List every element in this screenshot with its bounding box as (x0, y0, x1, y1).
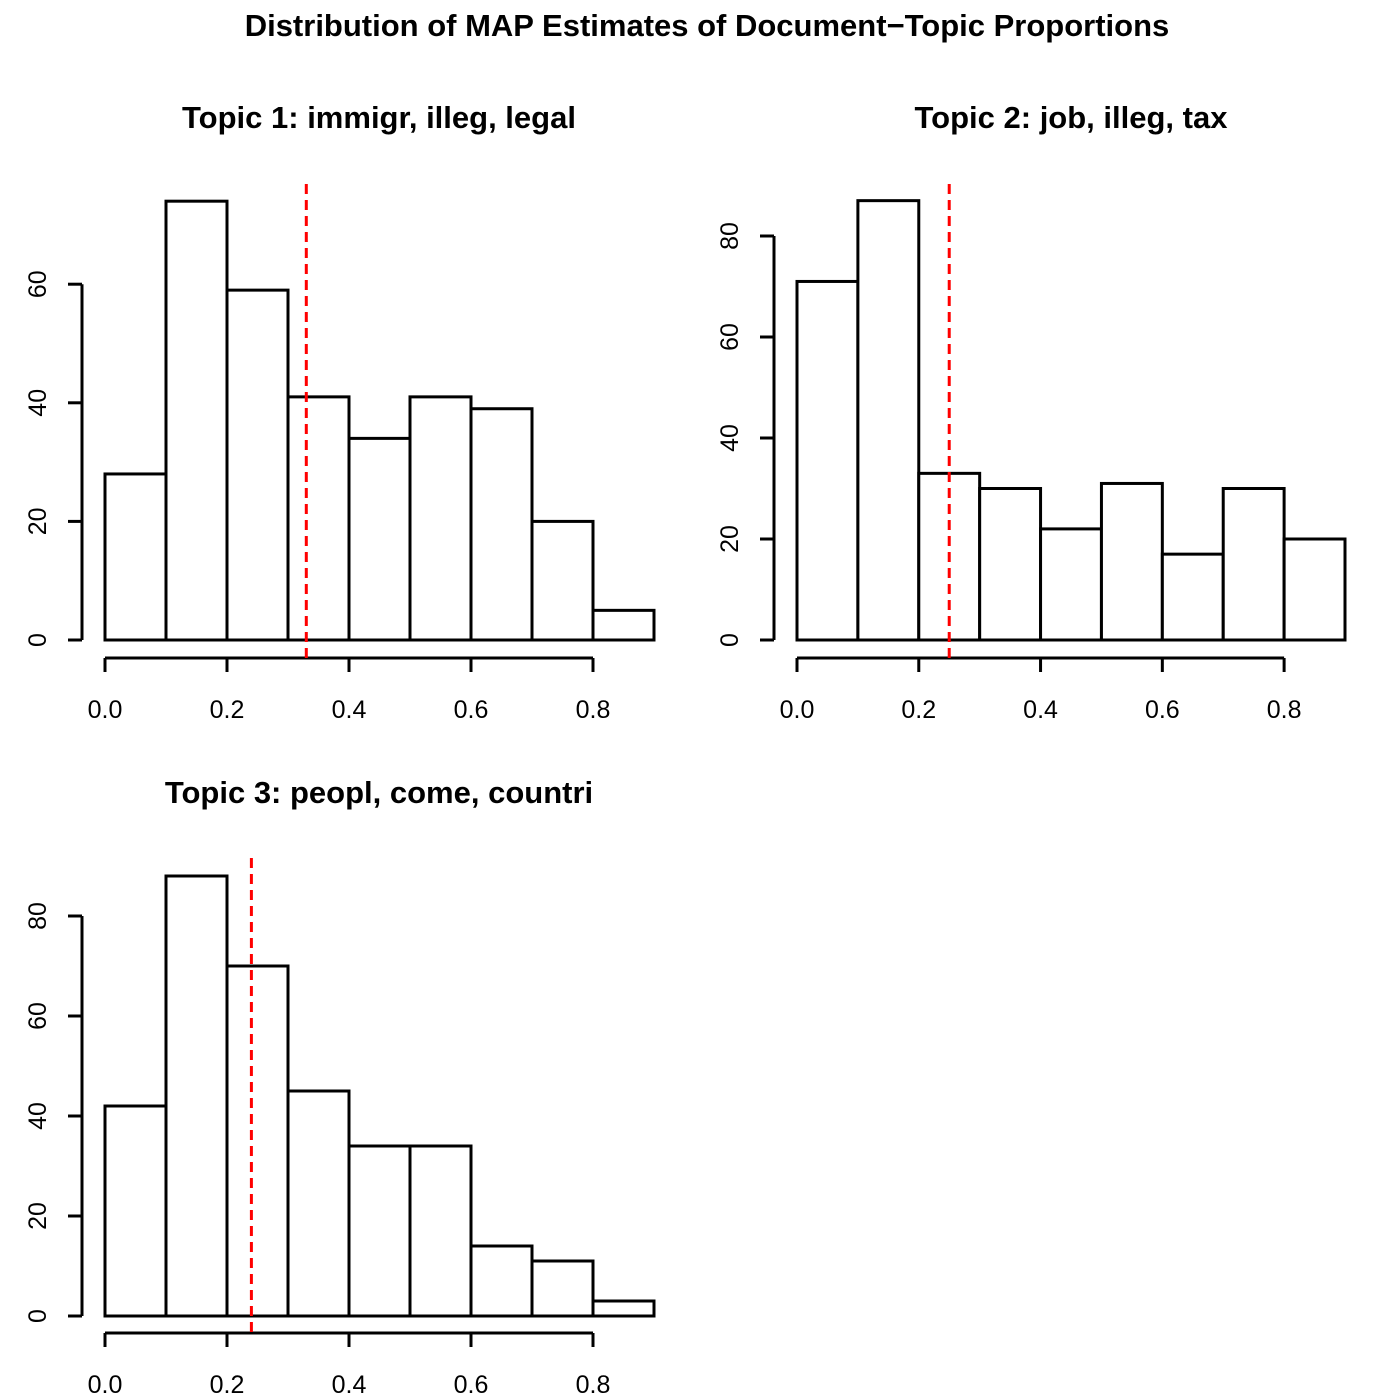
panel-title: Topic 3: peopl, come, countri (165, 775, 593, 810)
x-tick-label: 0.8 (1267, 696, 1302, 724)
histogram-bar (1160, 552, 1225, 642)
x-tick-label: 0.2 (210, 696, 245, 724)
x-tick-label: 0.2 (210, 1371, 245, 1399)
histogram-bar (408, 1144, 473, 1318)
histogram-bar (1039, 527, 1103, 642)
x-tick-label: 0.8 (576, 1371, 611, 1399)
histogram-panel-3: Topic 3: peopl, come, countri 0 20 40 60 80 0.… (24, 775, 656, 1399)
y-tick-label: 80 (716, 222, 744, 250)
x-tick-label: 0.0 (88, 1371, 123, 1399)
y-tick-label: 40 (24, 1102, 52, 1130)
histogram-bar (286, 395, 351, 642)
histogram-bar (469, 1244, 534, 1318)
y-tick-label: 40 (24, 389, 52, 417)
x-tick-label: 0.2 (901, 696, 936, 724)
x-tick-label: 0.4 (332, 696, 367, 724)
y-tick-label: 20 (24, 1202, 52, 1230)
histogram-bar (347, 1144, 412, 1318)
x-tick-label: 0.6 (454, 1371, 489, 1399)
x-tick-label: 0.6 (454, 696, 489, 724)
y-tick-label: 0 (24, 633, 52, 647)
y-tick-label: 20 (24, 507, 52, 535)
y-tick-label: 0 (24, 1309, 52, 1323)
y-tick-label: 80 (24, 902, 52, 930)
x-tick-label: 0.4 (332, 1371, 367, 1399)
histogram-bar (347, 436, 412, 642)
histogram-bar (286, 1089, 351, 1318)
y-tick-label: 60 (716, 323, 744, 351)
panel-title: Topic 2: job, illeg, tax (915, 100, 1229, 135)
y-tick-label: 60 (24, 1002, 52, 1030)
y-tick-label: 20 (716, 525, 744, 553)
x-tick-label: 0.6 (1145, 696, 1180, 724)
y-tick-label: 60 (24, 270, 52, 298)
histogram-bar (1282, 537, 1347, 642)
histogram-panel-1: Topic 1: immigr, illeg, legal 0 20 40 60 0.0 0… (24, 100, 656, 724)
histogram-bar (164, 199, 229, 642)
histogram-bar (591, 608, 656, 642)
histogram-panels: Topic 1: immigr, illeg, legal 0 20 40 60 0.0 0… (24, 100, 1347, 1399)
x-tick-label: 0.0 (780, 696, 815, 724)
figure-title: Distribution of MAP Estimates of Documen… (245, 8, 1170, 43)
histogram-bar (978, 487, 1043, 642)
x-tick-label: 0.4 (1023, 696, 1058, 724)
panel-title: Topic 1: immigr, illeg, legal (182, 100, 576, 135)
histogram-bar (225, 964, 290, 1318)
y-tick-label: 40 (716, 424, 744, 452)
histogram-bar (591, 1299, 656, 1318)
histogram-bar (103, 472, 168, 642)
histogram-panel-2: Topic 2: job, illeg, tax 0 20 40 60 80 0.0 0.2 0… (716, 100, 1347, 724)
histogram-bar (1221, 487, 1286, 642)
y-tick-label: 0 (716, 633, 744, 647)
x-tick-label: 0.8 (576, 696, 611, 724)
histogram-bar (103, 1104, 168, 1318)
histogram-bar (164, 874, 229, 1318)
histogram-bar (1099, 481, 1164, 642)
histogram-bar (530, 1259, 595, 1318)
histogram-bar (469, 407, 534, 642)
x-tick-label: 0.0 (88, 696, 123, 724)
histogram-bar (225, 288, 290, 642)
histogram-bar (795, 279, 860, 642)
histogram-bar (408, 395, 473, 642)
histogram-bar (856, 199, 921, 642)
histogram-bar (530, 519, 595, 642)
